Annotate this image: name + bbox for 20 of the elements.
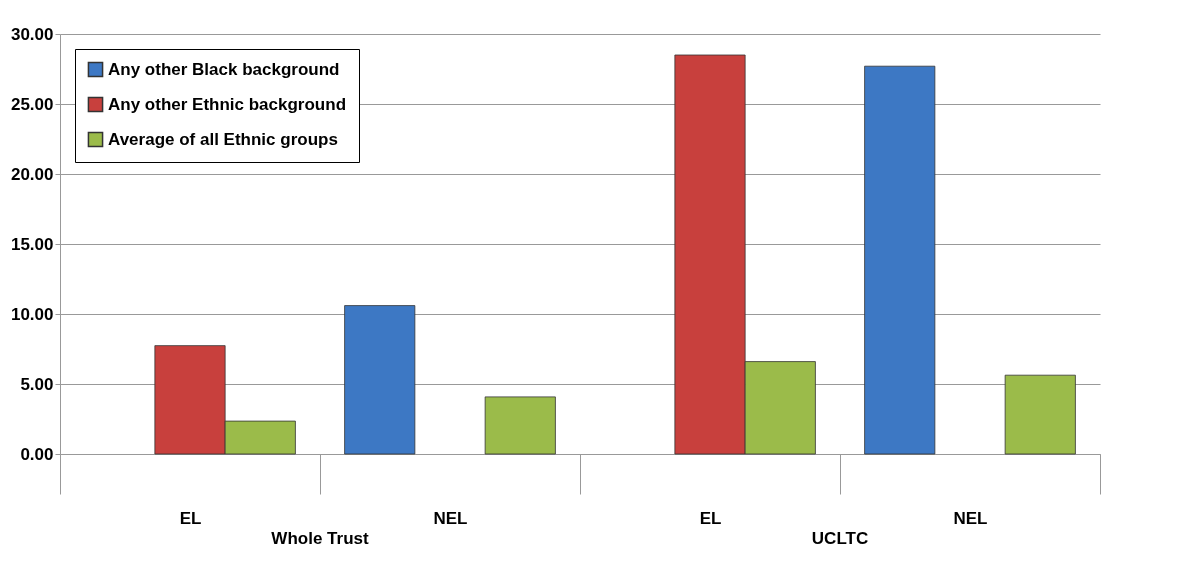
y-tick-label: 10.00	[10, 304, 54, 324]
legend-label: Average of all Ethnic groups	[108, 129, 338, 149]
y-tick-label: 30.00	[10, 24, 54, 44]
x-tick-label: NEL	[953, 508, 988, 528]
x-tick-label: NEL	[433, 508, 468, 528]
text: Whole Trust	[271, 529, 369, 548]
bar	[344, 305, 416, 455]
y-tick-label: 20.00	[10, 164, 54, 184]
x-tick-label: EL	[179, 508, 202, 528]
bar	[484, 396, 556, 455]
legend-label: Any other Ethnic background	[108, 94, 347, 114]
text: UCLTC	[811, 529, 869, 548]
bar	[1004, 374, 1076, 455]
y-tick-label: 15.00	[10, 234, 54, 254]
x-tick-label: EL	[699, 508, 722, 528]
y-tick-label: 25.00	[10, 94, 54, 114]
bar	[864, 65, 936, 455]
y-tick-label: 5.00	[20, 374, 54, 394]
y-tick-label: 0.00	[20, 444, 54, 464]
legend-label: Any other Black background	[108, 59, 340, 79]
